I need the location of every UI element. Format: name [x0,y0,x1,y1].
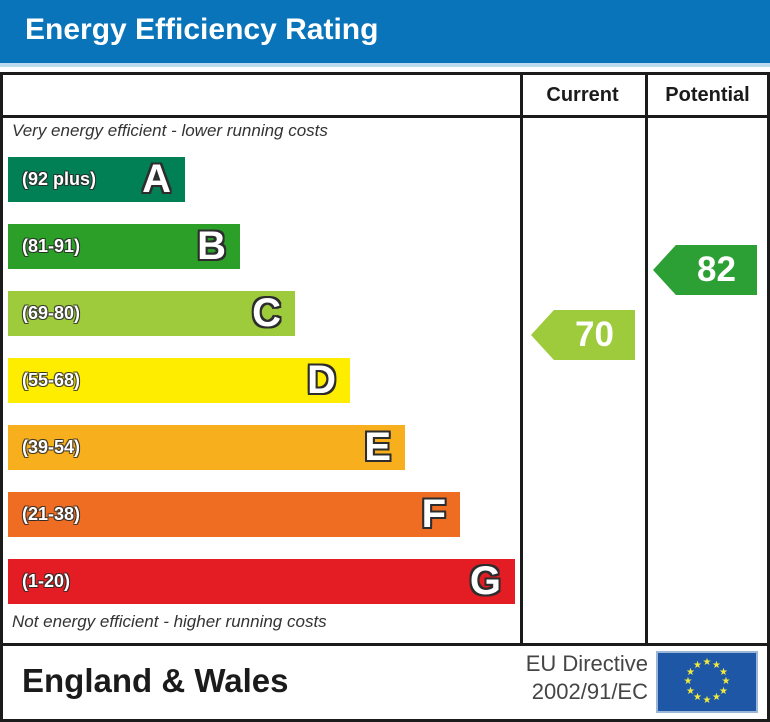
band-row-B: (81-91) B [8,224,240,269]
band-row-G: (1-20) G [8,559,515,604]
band-range-label: (1-20) [22,571,71,591]
column-header-potential: Potential [665,84,750,106]
current-rating-arrow: 70 [531,310,635,360]
band-range-label: (92 plus) [22,169,97,189]
band-range-label: (69-80) [22,303,81,323]
eu-star-icon: ★ [693,659,702,671]
band-row-F: (21-38) F [8,492,460,537]
band-range-label: (55-68) [22,370,81,390]
eu-star-icon: ★ [702,657,712,668]
band-letter: E [364,425,391,469]
band-range-label: (39-54) [22,437,81,457]
band-row-D: (55-68) D [8,358,350,403]
potential-rating-value: 82 [697,250,736,289]
eu-directive-label: EU Directive 2002/91/EC [440,650,648,706]
eu-star-icon: ★ [683,676,693,687]
band-letter: C [252,291,281,335]
band-range-label: (81-91) [22,236,81,256]
band-letter: F [421,492,446,536]
footer-row-divider [3,643,767,646]
eu-flag-icon: ★ ★ ★ ★ ★ ★ ★ ★ ★ ★ ★ ★ [656,651,758,713]
note-not-efficient: Not energy efficient - higher running co… [12,612,327,631]
eu-star-icon: ★ [693,692,702,704]
header-row-divider [3,115,767,118]
current-column-divider [520,75,523,643]
band-row-C: (69-80) C [8,291,295,336]
eu-directive-line2: 2002/91/EC [531,679,648,704]
potential-rating-arrow: 82 [653,245,757,295]
band-row-E: (39-54) E [8,425,405,470]
band-letter: A [142,157,171,201]
current-rating-value: 70 [575,315,614,354]
eu-directive-line1: EU Directive [525,651,648,676]
band-row-A: (92 plus) A [8,157,185,202]
title-bar: Energy Efficiency Rating [0,0,770,63]
page-title: Energy Efficiency Rating [25,13,379,46]
note-very-efficient: Very energy efficient - lower running co… [12,121,328,140]
potential-column-divider [645,75,648,643]
eu-star-icon: ★ [702,695,712,706]
title-bar-accent-strip [0,63,770,67]
eu-star-icon: ★ [718,685,728,697]
band-letter: B [197,224,226,268]
eu-star-icon: ★ [721,676,731,687]
eu-star-icon: ★ [686,666,696,678]
column-header-current: Current [546,84,619,106]
band-letter: G [469,559,501,603]
band-letter: D [307,358,336,402]
band-range-label: (21-38) [22,504,81,524]
eu-star-icon: ★ [686,685,696,697]
eu-star-icon: ★ [712,692,721,704]
eu-star-icon: ★ [718,666,728,678]
region-label: England & Wales [22,662,289,699]
eu-star-icon: ★ [712,659,721,671]
